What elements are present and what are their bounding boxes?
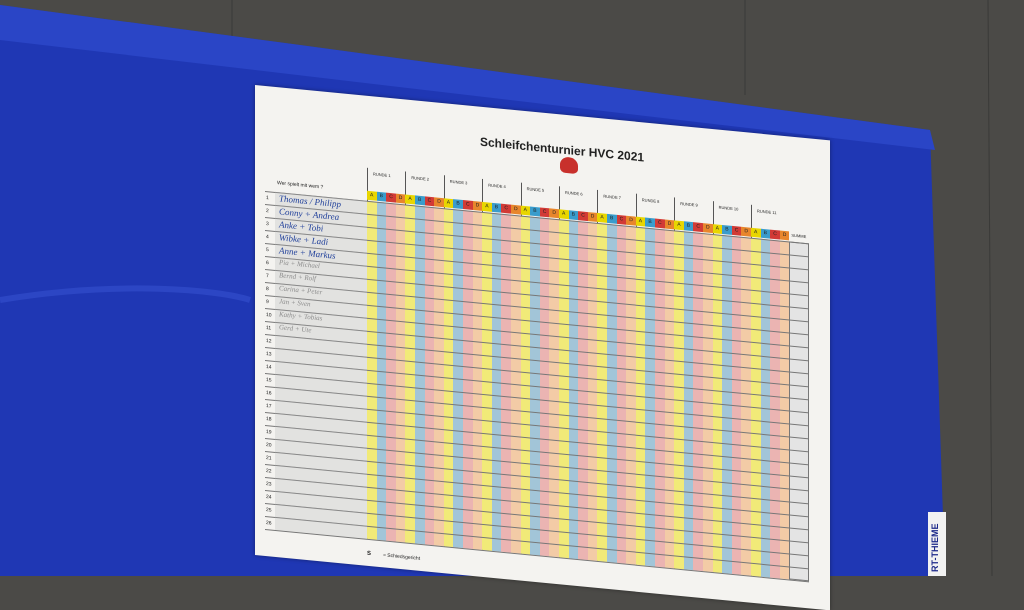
row-number: 8: [266, 286, 269, 293]
row-number: 13: [266, 351, 272, 358]
team-letter: C: [504, 205, 509, 212]
row-number: 4: [266, 234, 269, 241]
team-letter: B: [725, 226, 729, 233]
team-letter: B: [418, 196, 422, 204]
row-number: 2: [266, 208, 269, 215]
team-letter: B: [494, 204, 499, 211]
team-letter: C: [619, 216, 624, 223]
team-letter: A: [523, 206, 527, 214]
team-letter: B: [379, 192, 383, 200]
row-number: 20: [266, 442, 272, 449]
team-letter: A: [446, 199, 451, 206]
team-letter: B: [571, 211, 575, 218]
team-letter: A: [677, 221, 681, 228]
page: Schleifchenturnier HVC 2021 Wer spielt mi…: [0, 0, 993, 610]
team-letter: D: [706, 224, 710, 231]
row-number: 25: [266, 507, 272, 514]
row-number: 6: [266, 260, 269, 267]
row-number: 3: [266, 221, 269, 228]
question-label: Wer spielt mit wem ?: [277, 180, 324, 191]
team-letter: A: [485, 203, 489, 210]
team-letter: B: [763, 229, 767, 237]
row-number: 9: [266, 299, 269, 306]
team-letter: C: [427, 197, 432, 204]
team-letter: C: [542, 208, 547, 216]
row-number: 14: [266, 364, 272, 371]
team-letter: A: [715, 225, 719, 232]
sum-label: SUMME: [791, 232, 807, 240]
team-letter: A: [408, 195, 412, 203]
row-number: 10: [266, 312, 272, 319]
team-letter: D: [514, 205, 518, 213]
row-number: 7: [266, 273, 269, 280]
row-number: 1: [266, 195, 269, 202]
legend-text: = Schiedsgericht: [383, 552, 421, 562]
team-letter: C: [696, 223, 701, 230]
team-letter: D: [744, 228, 749, 235]
poster: Schleifchenturnier HVC 2021 Wer spielt mi…: [255, 85, 830, 610]
legend-symbol: S: [367, 550, 372, 558]
team-letter: D: [590, 213, 595, 220]
mat-highlight: [0, 5, 935, 150]
row-number: 11: [266, 325, 272, 332]
row-number: 18: [266, 416, 272, 423]
row-number: 23: [266, 481, 272, 488]
team-letter: A: [562, 210, 566, 217]
row-number: 12: [266, 338, 272, 345]
team-letter: B: [648, 218, 652, 226]
team-letter: D: [629, 217, 633, 224]
team-letter: D: [782, 231, 787, 239]
team-letter: C: [773, 230, 777, 238]
mat-fold: [0, 285, 251, 303]
row-number: 15: [266, 377, 272, 384]
team-letter: D: [475, 202, 480, 209]
team-letter: D: [437, 198, 441, 205]
team-letter: D: [552, 209, 557, 216]
team-letter: D: [667, 220, 672, 228]
team-letter: C: [581, 212, 585, 219]
row-number: 19: [266, 429, 272, 436]
team-letter: A: [600, 214, 604, 221]
team-letter: B: [686, 222, 691, 229]
row-number: 24: [266, 494, 272, 501]
row-number: 5: [266, 247, 269, 254]
team-letter: A: [754, 229, 758, 236]
row-number: 22: [266, 468, 272, 475]
row-number: 16: [266, 390, 272, 397]
team-letter: B: [456, 200, 460, 207]
santa-icon: [560, 156, 578, 175]
team-letter: B: [533, 207, 537, 215]
row-number: 26: [266, 520, 272, 527]
wall-seam: [987, 0, 993, 576]
team-letter: C: [466, 201, 470, 208]
brand-text: RT-THIEME: [930, 523, 940, 573]
team-letter: C: [734, 227, 739, 234]
team-letter: A: [638, 217, 643, 225]
team-letter: A: [370, 192, 374, 199]
brand-label: RT-THIEME: [928, 512, 946, 576]
team-letter: C: [389, 193, 393, 201]
row-number: 21: [266, 455, 272, 462]
row-number: 17: [266, 403, 272, 410]
team-letter: B: [610, 215, 614, 222]
team-letter: C: [658, 219, 662, 227]
team-letter: D: [398, 194, 403, 202]
